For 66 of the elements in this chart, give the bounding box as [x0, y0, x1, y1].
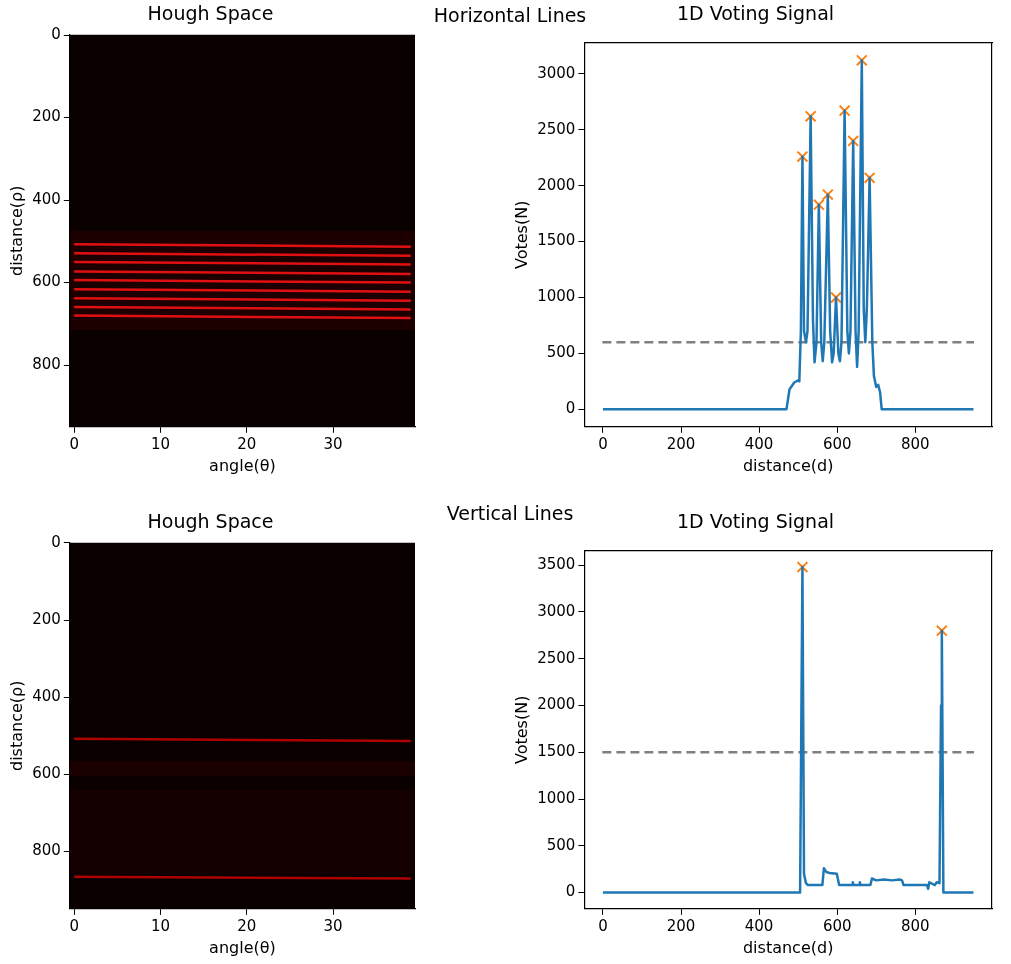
y-tick-label: 600 — [32, 272, 61, 291]
y-tick-label: 400 — [32, 189, 61, 208]
x-tick-label: 600 — [822, 434, 852, 453]
y-axis-title: Votes(N) — [511, 695, 531, 764]
y-axis-title: distance(ρ) — [6, 680, 26, 772]
point — [812, 198, 825, 211]
y-tick-label: 0 — [565, 882, 576, 901]
y-tick-label: 400 — [32, 686, 61, 705]
chart-title: Hough Space — [147, 510, 274, 533]
x-tick-label: 10 — [150, 916, 170, 935]
y-tick-label: 200 — [32, 609, 61, 628]
x-axis-title: distance(d) — [742, 455, 834, 475]
y-tick-label: 2000 — [537, 175, 576, 194]
y-tick-label: 2500 — [537, 648, 576, 667]
y-tick-label: 600 — [32, 764, 61, 783]
x-tick-label: 600 — [822, 916, 852, 935]
y-tick-label: 3500 — [537, 555, 576, 574]
y-tick-label: 800 — [32, 841, 61, 860]
point — [804, 110, 817, 123]
y-tick-label: 500 — [546, 343, 576, 362]
y-tick-label: 1000 — [537, 287, 576, 306]
x-tick-label: 200 — [666, 916, 696, 935]
x-tick-label: 800 — [900, 916, 930, 935]
point — [838, 104, 851, 117]
chart-title: Hough Space — [147, 2, 274, 25]
y-tick-label: 500 — [546, 835, 576, 854]
y-tick-label: 3000 — [537, 63, 576, 82]
x-tick-label: 0 — [69, 434, 79, 453]
y-axis-title: distance(ρ) — [6, 185, 26, 277]
point — [796, 150, 809, 163]
y-tick-label: 2000 — [537, 695, 576, 714]
point — [830, 291, 842, 304]
y-tick-label: 1500 — [537, 231, 576, 250]
x-tick-label: 400 — [744, 916, 774, 935]
y-tick-label: 0 — [51, 24, 61, 43]
y-tick-label: 2500 — [537, 119, 576, 138]
y-axis-title: Votes(N) — [511, 200, 531, 269]
x-tick-label: 20 — [237, 434, 257, 453]
x-tick-label: 0 — [69, 916, 79, 935]
point — [847, 134, 860, 147]
y-tick-label: 3000 — [537, 601, 576, 620]
chart-title: 1D Voting Signal — [676, 2, 835, 25]
text: Horizontal Lines — [433, 4, 587, 26]
x-axis-title: angle(θ) — [209, 455, 276, 475]
x-tick-label: 20 — [237, 916, 257, 935]
x-tick-label: 400 — [744, 434, 774, 453]
y-tick-label: 200 — [32, 107, 61, 126]
x-tick-label: 0 — [598, 916, 608, 935]
x-axis-title: angle(θ) — [209, 937, 276, 957]
y-tick-label: 800 — [32, 355, 61, 373]
y-tick-label: 1000 — [537, 788, 576, 807]
x-tick-label: 200 — [666, 434, 696, 453]
text: Vertical Lines — [446, 502, 574, 524]
x-tick-label: 0 — [598, 434, 608, 453]
chart-title: 1D Voting Signal — [676, 510, 835, 533]
x-tick-label: 10 — [150, 434, 170, 453]
x-tick-label: 30 — [323, 916, 343, 935]
point — [821, 188, 834, 201]
x-tick-label: 30 — [323, 434, 343, 453]
y-tick-label: 0 — [51, 532, 61, 551]
x-axis-title: distance(d) — [742, 937, 834, 957]
x-tick-label: 800 — [900, 434, 930, 453]
point — [855, 54, 868, 67]
point — [863, 171, 876, 184]
y-tick-label: 0 — [565, 399, 576, 418]
y-tick-label: 1500 — [537, 742, 576, 761]
